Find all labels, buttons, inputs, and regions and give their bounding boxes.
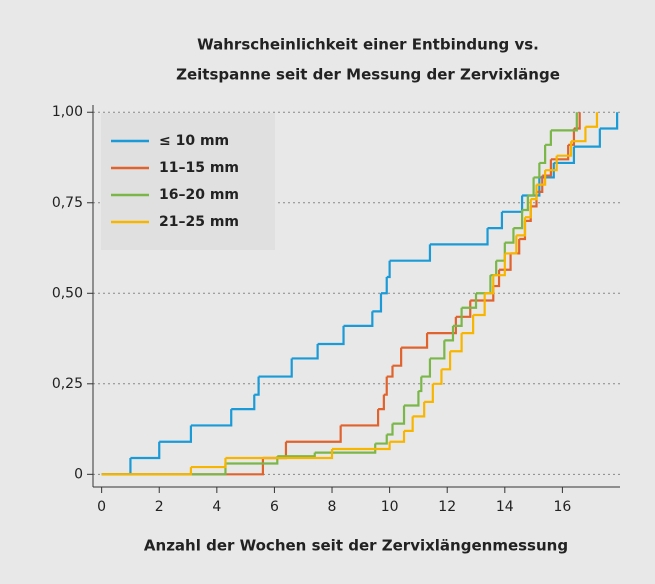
step-segment: [429, 340, 446, 360]
step-segment: [190, 409, 233, 427]
step-segment: [285, 425, 342, 443]
step-segment: [536, 175, 544, 194]
chart-title: Wahrscheinlichkeit einer Entbindung vs.: [197, 36, 539, 54]
step-segment: [427, 316, 457, 335]
step-segment: [461, 293, 478, 309]
step-segment: [386, 260, 391, 279]
y-tick-label: 0: [74, 466, 83, 482]
legend-box: [101, 113, 275, 250]
step-segment: [545, 130, 552, 146]
x-tick-label: 4: [212, 499, 221, 515]
y-tick-label: 1,00: [52, 104, 83, 120]
step-segment: [225, 448, 334, 460]
step-segment: [556, 141, 573, 157]
step-segment: [130, 441, 161, 460]
step-segment: [504, 235, 518, 255]
step-segment: [444, 325, 455, 342]
step-segment: [545, 155, 558, 172]
step-segment: [372, 293, 383, 313]
step-segment: [380, 276, 388, 295]
step-segment: [254, 376, 260, 396]
step-segment: [392, 347, 403, 367]
x-tick-label: 2: [155, 499, 164, 515]
step-segment: [553, 146, 576, 165]
x-tick-label: 0: [97, 499, 106, 515]
step-segment: [404, 416, 414, 432]
step-segment: [378, 394, 385, 411]
step-segment: [499, 253, 512, 271]
step-segment: [550, 112, 578, 132]
x-tick-label: 6: [270, 499, 279, 515]
step-segment: [392, 405, 406, 425]
step-segment: [573, 128, 601, 148]
step-segment: [190, 458, 227, 469]
legend-label: ≤ 10 mm: [159, 133, 229, 149]
step-segment: [383, 376, 388, 396]
step-segment: [412, 401, 426, 418]
legend-label: 11–15 mm: [159, 160, 239, 176]
step-segment: [493, 253, 506, 277]
step-segment: [421, 358, 432, 378]
step-segment: [571, 126, 587, 143]
step-segment: [314, 443, 377, 454]
x-tick-label: 8: [328, 499, 337, 515]
y-tick-label: 0,75: [52, 195, 83, 211]
step-segment: [404, 391, 420, 407]
step-segment: [527, 177, 535, 197]
step-segment: [386, 423, 394, 436]
step-segment: [432, 369, 443, 385]
step-segment: [539, 144, 547, 165]
step-segment: [159, 425, 193, 443]
x-tick-label: 10: [381, 499, 399, 515]
legend-label: 16–20 mm: [159, 187, 239, 203]
step-segment: [291, 343, 319, 360]
step-segment: [332, 441, 391, 451]
legend-label: 21–25 mm: [159, 214, 239, 230]
x-axis-label: Anzahl der Wochen seit der Zervixlängenm…: [144, 537, 568, 555]
y-tick-label: 0,50: [52, 285, 83, 301]
step-segment: [473, 293, 486, 317]
step-segment: [487, 211, 504, 230]
step-segment: [258, 358, 293, 378]
step-segment: [317, 325, 345, 346]
step-segment: [389, 430, 406, 443]
step-segment: [389, 244, 432, 262]
y-tick-label: 0,25: [52, 376, 83, 392]
step-segment: [513, 210, 524, 230]
x-tick-label: 16: [553, 499, 571, 515]
step-segment: [530, 184, 538, 201]
step-segment: [452, 307, 463, 327]
step-segment: [504, 228, 515, 244]
step-segment: [386, 365, 394, 378]
step-segment: [484, 275, 495, 295]
step-segment: [441, 351, 452, 371]
step-segment: [524, 199, 532, 219]
step-segment: [533, 162, 541, 179]
step-segment: [101, 467, 193, 476]
step-segment: [599, 112, 619, 130]
step-segment: [231, 394, 256, 411]
x-tick-label: 12: [438, 499, 456, 515]
step-segment: [401, 333, 429, 349]
step-segment: [277, 452, 316, 458]
step-segment: [375, 434, 388, 445]
step-segment: [429, 228, 489, 246]
step-segment: [516, 217, 527, 237]
x-tick-label: 14: [496, 499, 514, 515]
step-segment: [536, 170, 547, 186]
step-segment: [343, 311, 374, 327]
step-segment: [522, 195, 529, 212]
step-segment: [418, 376, 423, 393]
chart-title: Zeitspanne seit der Messung der Zervixlä…: [176, 66, 560, 84]
step-segment: [461, 315, 475, 335]
step-segment: [424, 383, 434, 404]
step-segment: [585, 112, 599, 128]
step-segment: [450, 333, 463, 353]
step-segment: [340, 409, 380, 427]
